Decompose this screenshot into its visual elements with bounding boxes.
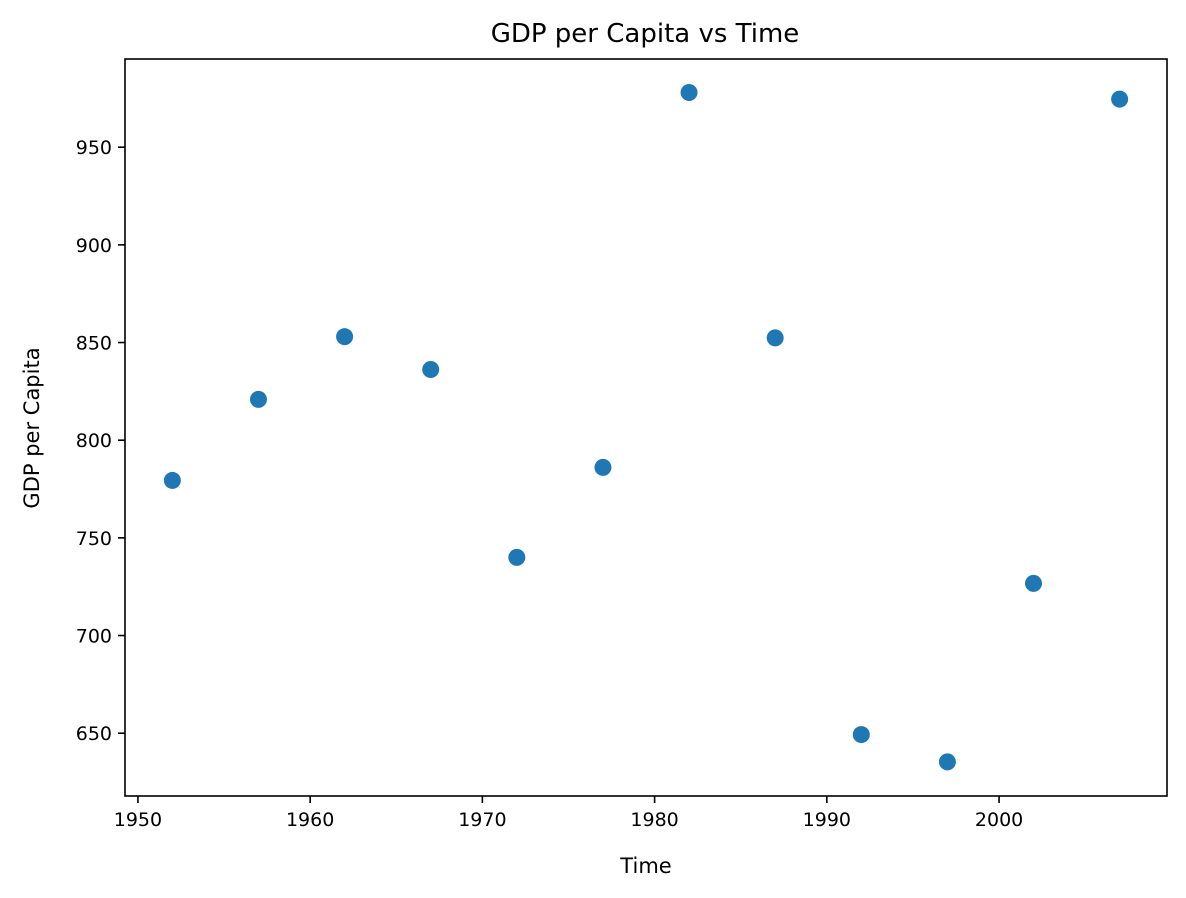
x-tick-label: 1980 (630, 809, 678, 831)
x-tick-label: 2000 (975, 809, 1023, 831)
data-point (163, 471, 181, 489)
y-tick-label: 850 (76, 333, 112, 355)
y-tick-label: 750 (76, 528, 112, 550)
data-point (680, 84, 698, 101)
plot-frame (124, 58, 1168, 797)
x-tick-label: 1970 (458, 809, 506, 831)
data-point (422, 360, 440, 378)
data-points (163, 84, 1129, 771)
data-point (336, 328, 354, 346)
data-point (852, 726, 870, 744)
x-tick-label: 1960 (286, 809, 334, 831)
x-tick-label: 1990 (803, 809, 851, 831)
data-point (1025, 574, 1043, 592)
y-tick-label: 950 (76, 137, 112, 159)
data-point (938, 753, 956, 771)
chart-title: GDP per Capita vs Time (491, 19, 800, 49)
y-axis-label: GDP per Capita (20, 347, 44, 508)
y-tick-label: 900 (76, 235, 112, 257)
y-tick-label: 650 (76, 723, 112, 745)
x-axis: 1950 1960 1970 1980 1990 2000 (114, 796, 1023, 831)
data-point (1111, 90, 1129, 108)
data-point (594, 458, 612, 476)
x-axis-label: Time (619, 854, 671, 878)
data-point (766, 329, 784, 347)
y-tick-label: 800 (76, 430, 112, 452)
y-tick-label: 700 (76, 626, 112, 648)
data-point (249, 390, 267, 408)
data-point (508, 548, 526, 566)
y-axis: 650 700 750 800 850 900 950 (76, 137, 125, 745)
x-tick-label: 1950 (114, 809, 162, 831)
